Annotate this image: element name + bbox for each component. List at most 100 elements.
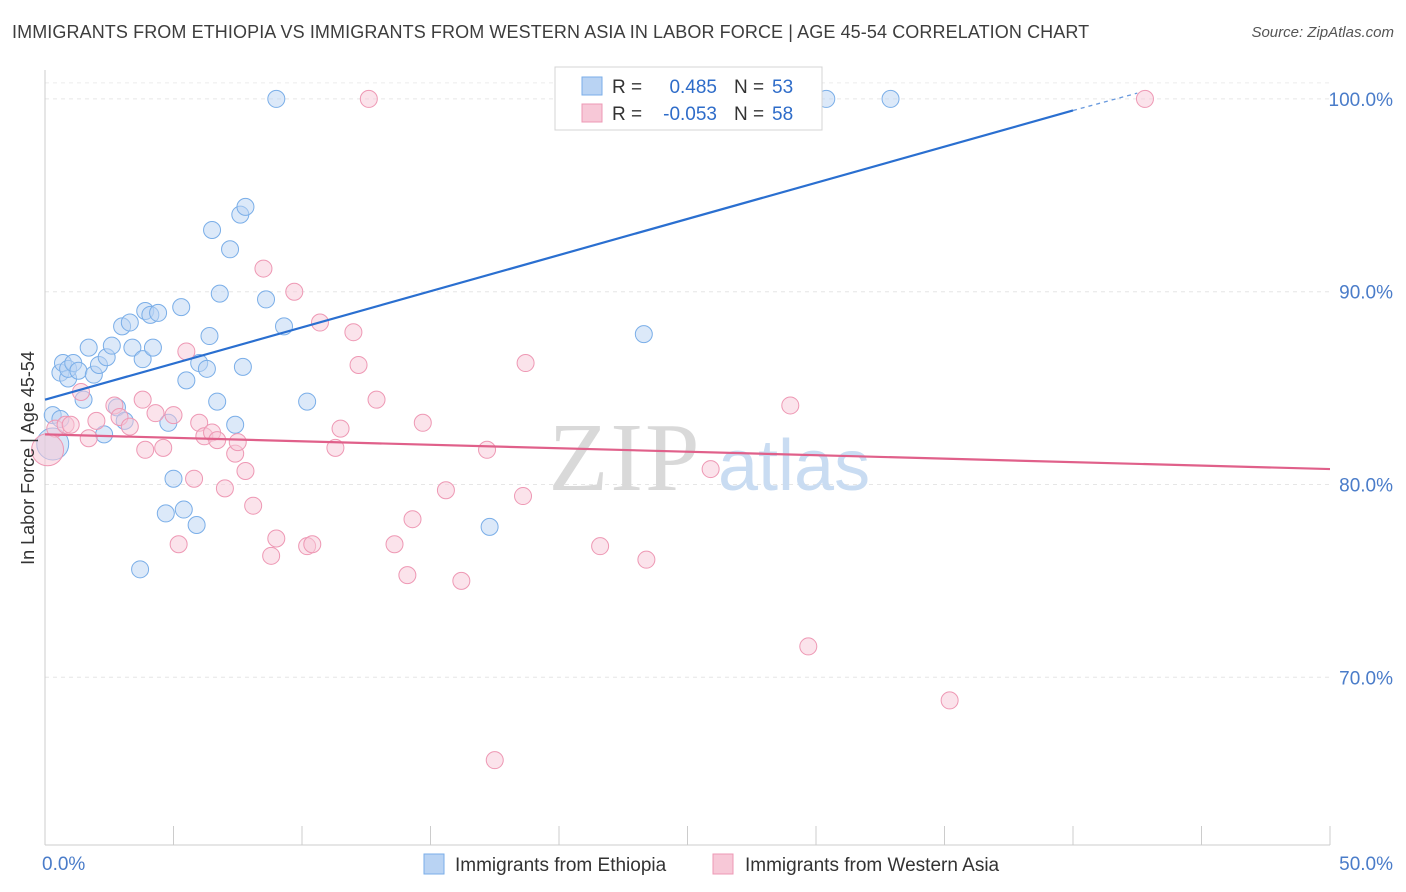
watermark-zip: ZIP — [549, 404, 702, 512]
watermark: ZIP atlas — [549, 404, 871, 512]
point-ethiopia — [233, 357, 252, 376]
point-western-asia — [359, 89, 378, 108]
x-ticks — [44, 826, 1331, 845]
y-tick-label: 80.0% — [1339, 475, 1393, 496]
point-western-asia — [385, 535, 404, 554]
point-western-asia — [154, 438, 173, 457]
x-tick-labels: 0.0% 50.0% — [42, 854, 1393, 875]
point-western-asia — [61, 415, 80, 434]
point-western-asia — [349, 355, 368, 374]
point-ethiopia — [203, 221, 222, 240]
data-points — [31, 89, 1154, 770]
point-ethiopia — [79, 338, 98, 357]
point-ethiopia — [69, 361, 88, 380]
stats-n-label-western-asia: N = — [734, 104, 764, 125]
trendline-ethiopia — [44, 109, 1074, 401]
point-ethiopia — [187, 515, 206, 534]
point-western-asia — [87, 411, 106, 430]
point-ethiopia — [174, 500, 193, 519]
point-ethiopia — [226, 415, 245, 434]
y-tick-label: 70.0% — [1339, 668, 1393, 689]
point-western-asia — [136, 440, 155, 459]
stats-swatch-western-asia — [581, 103, 603, 123]
point-western-asia — [326, 438, 345, 457]
point-western-asia — [262, 546, 281, 565]
point-western-asia — [120, 417, 139, 436]
point-ethiopia — [177, 371, 196, 390]
trendline-western-asia — [44, 433, 1331, 471]
stats-n-label-ethiopia: N = — [734, 77, 764, 98]
point-western-asia — [485, 751, 504, 770]
point-western-asia — [413, 413, 432, 432]
point-western-asia — [267, 529, 286, 548]
point-western-asia — [236, 461, 255, 480]
point-western-asia — [146, 404, 165, 423]
point-western-asia — [164, 406, 183, 425]
point-western-asia — [367, 390, 386, 409]
legend-swatch-ethiopia[interactable] — [423, 853, 445, 875]
chart-title: IMMIGRANTS FROM ETHIOPIA VS IMMIGRANTS F… — [12, 22, 1090, 42]
point-ethiopia — [298, 392, 317, 411]
point-ethiopia — [210, 284, 229, 303]
point-ethiopia — [257, 290, 276, 309]
stats-n-value-western-asia: 58 — [772, 104, 793, 125]
point-western-asia — [331, 419, 350, 438]
point-ethiopia — [123, 338, 142, 357]
point-western-asia — [215, 479, 234, 498]
bottom-legend: Immigrants from Ethiopia Immigrants from… — [423, 853, 1000, 876]
point-western-asia — [303, 535, 322, 554]
watermark-atlas: atlas — [718, 426, 870, 506]
stats-r-value-western-asia: -0.053 — [663, 104, 717, 125]
point-western-asia — [478, 440, 497, 459]
point-ethiopia — [120, 313, 139, 332]
trendlines — [44, 92, 1331, 471]
point-ethiopia — [267, 89, 286, 108]
point-ethiopia — [149, 303, 168, 322]
y-tick-label: 100.0% — [1329, 90, 1394, 111]
legend-swatch-western-asia[interactable] — [712, 853, 734, 875]
stats-swatch-ethiopia — [581, 76, 603, 96]
point-western-asia — [403, 510, 422, 529]
stats-r-label-western-asia: R = — [612, 104, 642, 125]
point-western-asia — [514, 487, 533, 506]
point-western-asia — [452, 571, 471, 590]
gridlines — [45, 82, 1330, 678]
point-ethiopia — [881, 89, 900, 108]
point-western-asia — [344, 323, 363, 342]
stats-n-value-ethiopia: 53 — [772, 77, 793, 98]
point-ethiopia — [143, 338, 162, 357]
point-western-asia — [436, 481, 455, 500]
point-ethiopia — [156, 504, 175, 523]
point-ethiopia — [200, 327, 219, 346]
point-western-asia — [701, 460, 720, 479]
stats-legend-box: R = 0.485 N = 53 R = -0.053 N = 58 — [554, 66, 823, 131]
point-western-asia — [254, 259, 273, 278]
point-ethiopia — [221, 240, 240, 259]
legend-label-ethiopia[interactable]: Immigrants from Ethiopia — [455, 855, 667, 876]
point-western-asia — [169, 535, 188, 554]
point-ethiopia — [131, 560, 150, 579]
point-western-asia — [781, 396, 800, 415]
y-axis-title: In Labor Force | Age 45-54 — [18, 351, 38, 565]
point-western-asia — [516, 354, 535, 373]
x-tick-label: 0.0% — [42, 854, 85, 875]
point-western-asia — [591, 537, 610, 556]
point-ethiopia — [208, 392, 227, 411]
point-ethiopia — [480, 517, 499, 536]
x-tick-label: 50.0% — [1339, 854, 1393, 875]
point-ethiopia — [164, 469, 183, 488]
trendline-ethiopia-extension — [1072, 92, 1138, 112]
point-western-asia — [799, 637, 818, 656]
point-ethiopia — [634, 325, 653, 344]
point-western-asia — [79, 429, 98, 448]
point-western-asia — [285, 282, 304, 301]
y-tick-labels: 70.0% 80.0% 90.0% 100.0% — [1329, 90, 1394, 689]
point-western-asia — [1135, 89, 1154, 108]
point-western-asia — [398, 566, 417, 585]
point-western-asia — [228, 433, 247, 452]
point-western-asia — [133, 390, 152, 409]
y-tick-label: 90.0% — [1339, 283, 1393, 304]
legend-label-western-asia[interactable]: Immigrants from Western Asia — [745, 855, 1000, 876]
stats-r-value-ethiopia: 0.485 — [669, 77, 717, 98]
